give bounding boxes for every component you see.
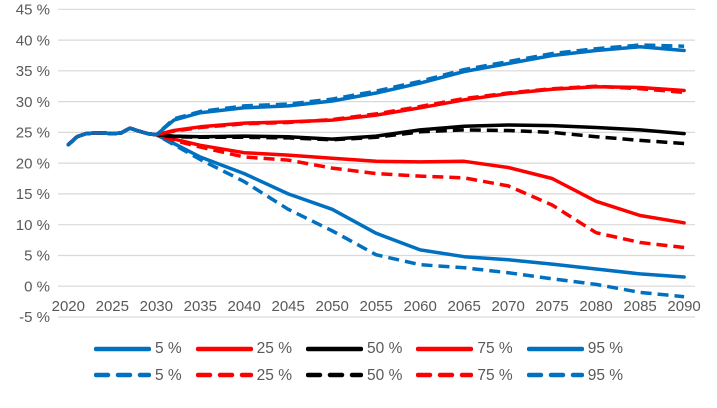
y-tick-label: 15 % (16, 186, 50, 203)
x-tick-label: 2080 (579, 298, 612, 315)
legend-row-dashed: 5 % 25 % 50 % 75 % 95 % (87, 366, 630, 384)
legend-line-swatch-dashed (526, 373, 584, 378)
legend-item-p5-solid: 5 % (93, 340, 182, 357)
x-tick-label: 2070 (492, 298, 525, 315)
chart-legend: 5 % 25 % 50 % 75 % 95 % 5 % 25 % 50 % 75 % 95 % (0, 341, 717, 383)
series-line-p5-dashed (67, 126, 685, 299)
legend-line-swatch-solid (306, 346, 364, 351)
series-line-p95-solid (66, 45, 686, 147)
series-line-p25-dashed (67, 126, 685, 250)
legend-line-swatch-solid (416, 346, 474, 351)
x-tick-label: 2065 (448, 298, 481, 315)
legend-item-p75-dashed: 75 % (416, 366, 513, 384)
legend-label: 5 % (154, 340, 182, 357)
legend-line-swatch-solid (93, 346, 151, 351)
legend-item-p25-dashed: 25 % (195, 366, 293, 384)
legend-item-p5-dashed: 5 % (93, 366, 182, 384)
legend-label: 75 % (477, 366, 513, 384)
y-tick-label: 0 % (24, 278, 50, 295)
legend-item-p95-solid: 95 % (526, 340, 624, 357)
x-tick-label: 2035 (184, 298, 217, 315)
y-tick-label: 25 % (16, 125, 50, 142)
y-tick-label: 40 % (16, 32, 50, 49)
y-tick-label: 5 % (24, 248, 50, 265)
legend-line-swatch-dashed (93, 373, 151, 378)
plot-area: 45 % 40 % 35 % 30 % 25 % 20 % 15 % 10 % 5 % 0 % -5… (16, 2, 701, 327)
legend-item-p25-solid: 25 % (195, 340, 293, 357)
legend-label: 5 % (154, 366, 182, 384)
x-tick-label: 2050 (316, 298, 349, 315)
legend-item-p50-dashed: 50 % (306, 366, 403, 384)
legend-row-solid: 5 % 25 % 50 % 75 % 95 % (87, 341, 630, 357)
legend-label: 95 % (587, 340, 624, 357)
series-line-p25-solid (66, 126, 686, 225)
legend-line-swatch-solid (195, 346, 253, 351)
x-tick-label: 2085 (623, 298, 656, 315)
legend-item-p50-solid: 50 % (306, 341, 402, 357)
x-tick-label: 2040 (228, 298, 261, 315)
legend-label: 50 % (367, 366, 403, 384)
legend-line-swatch-dashed (306, 373, 364, 378)
x-tick-label: 2030 (140, 298, 173, 315)
x-tick-label: 2060 (404, 298, 437, 315)
series-line-p95-dashed (67, 43, 685, 146)
x-tick-label: 2055 (360, 298, 393, 315)
legend-label: 95 % (587, 366, 624, 384)
legend-label: 25 % (256, 340, 293, 357)
legend-line-swatch-dashed (195, 373, 253, 378)
y-tick-label: 45 % (16, 2, 50, 19)
legend-line-swatch-solid (526, 346, 584, 351)
x-tick-label: 2025 (96, 298, 129, 315)
y-tick-label: 10 % (16, 217, 50, 234)
x-tick-label: 2075 (535, 298, 568, 315)
x-tick-label: 2020 (52, 298, 85, 315)
y-tick-label: -5 % (19, 309, 50, 326)
y-tick-label: 35 % (16, 63, 50, 80)
legend-label: 25 % (256, 366, 293, 384)
y-tick-label: 20 % (16, 155, 50, 172)
legend-label: 50 % (367, 340, 403, 357)
legend-item-p95-dashed: 95 % (526, 366, 624, 384)
legend-label: 75 % (477, 340, 513, 357)
legend-item-p75-solid: 75 % (416, 340, 513, 357)
x-tick-label: 2090 (667, 298, 700, 315)
legend-line-swatch-dashed (416, 373, 474, 378)
y-tick-label: 30 % (16, 94, 50, 111)
x-tick-label: 2045 (272, 298, 305, 315)
